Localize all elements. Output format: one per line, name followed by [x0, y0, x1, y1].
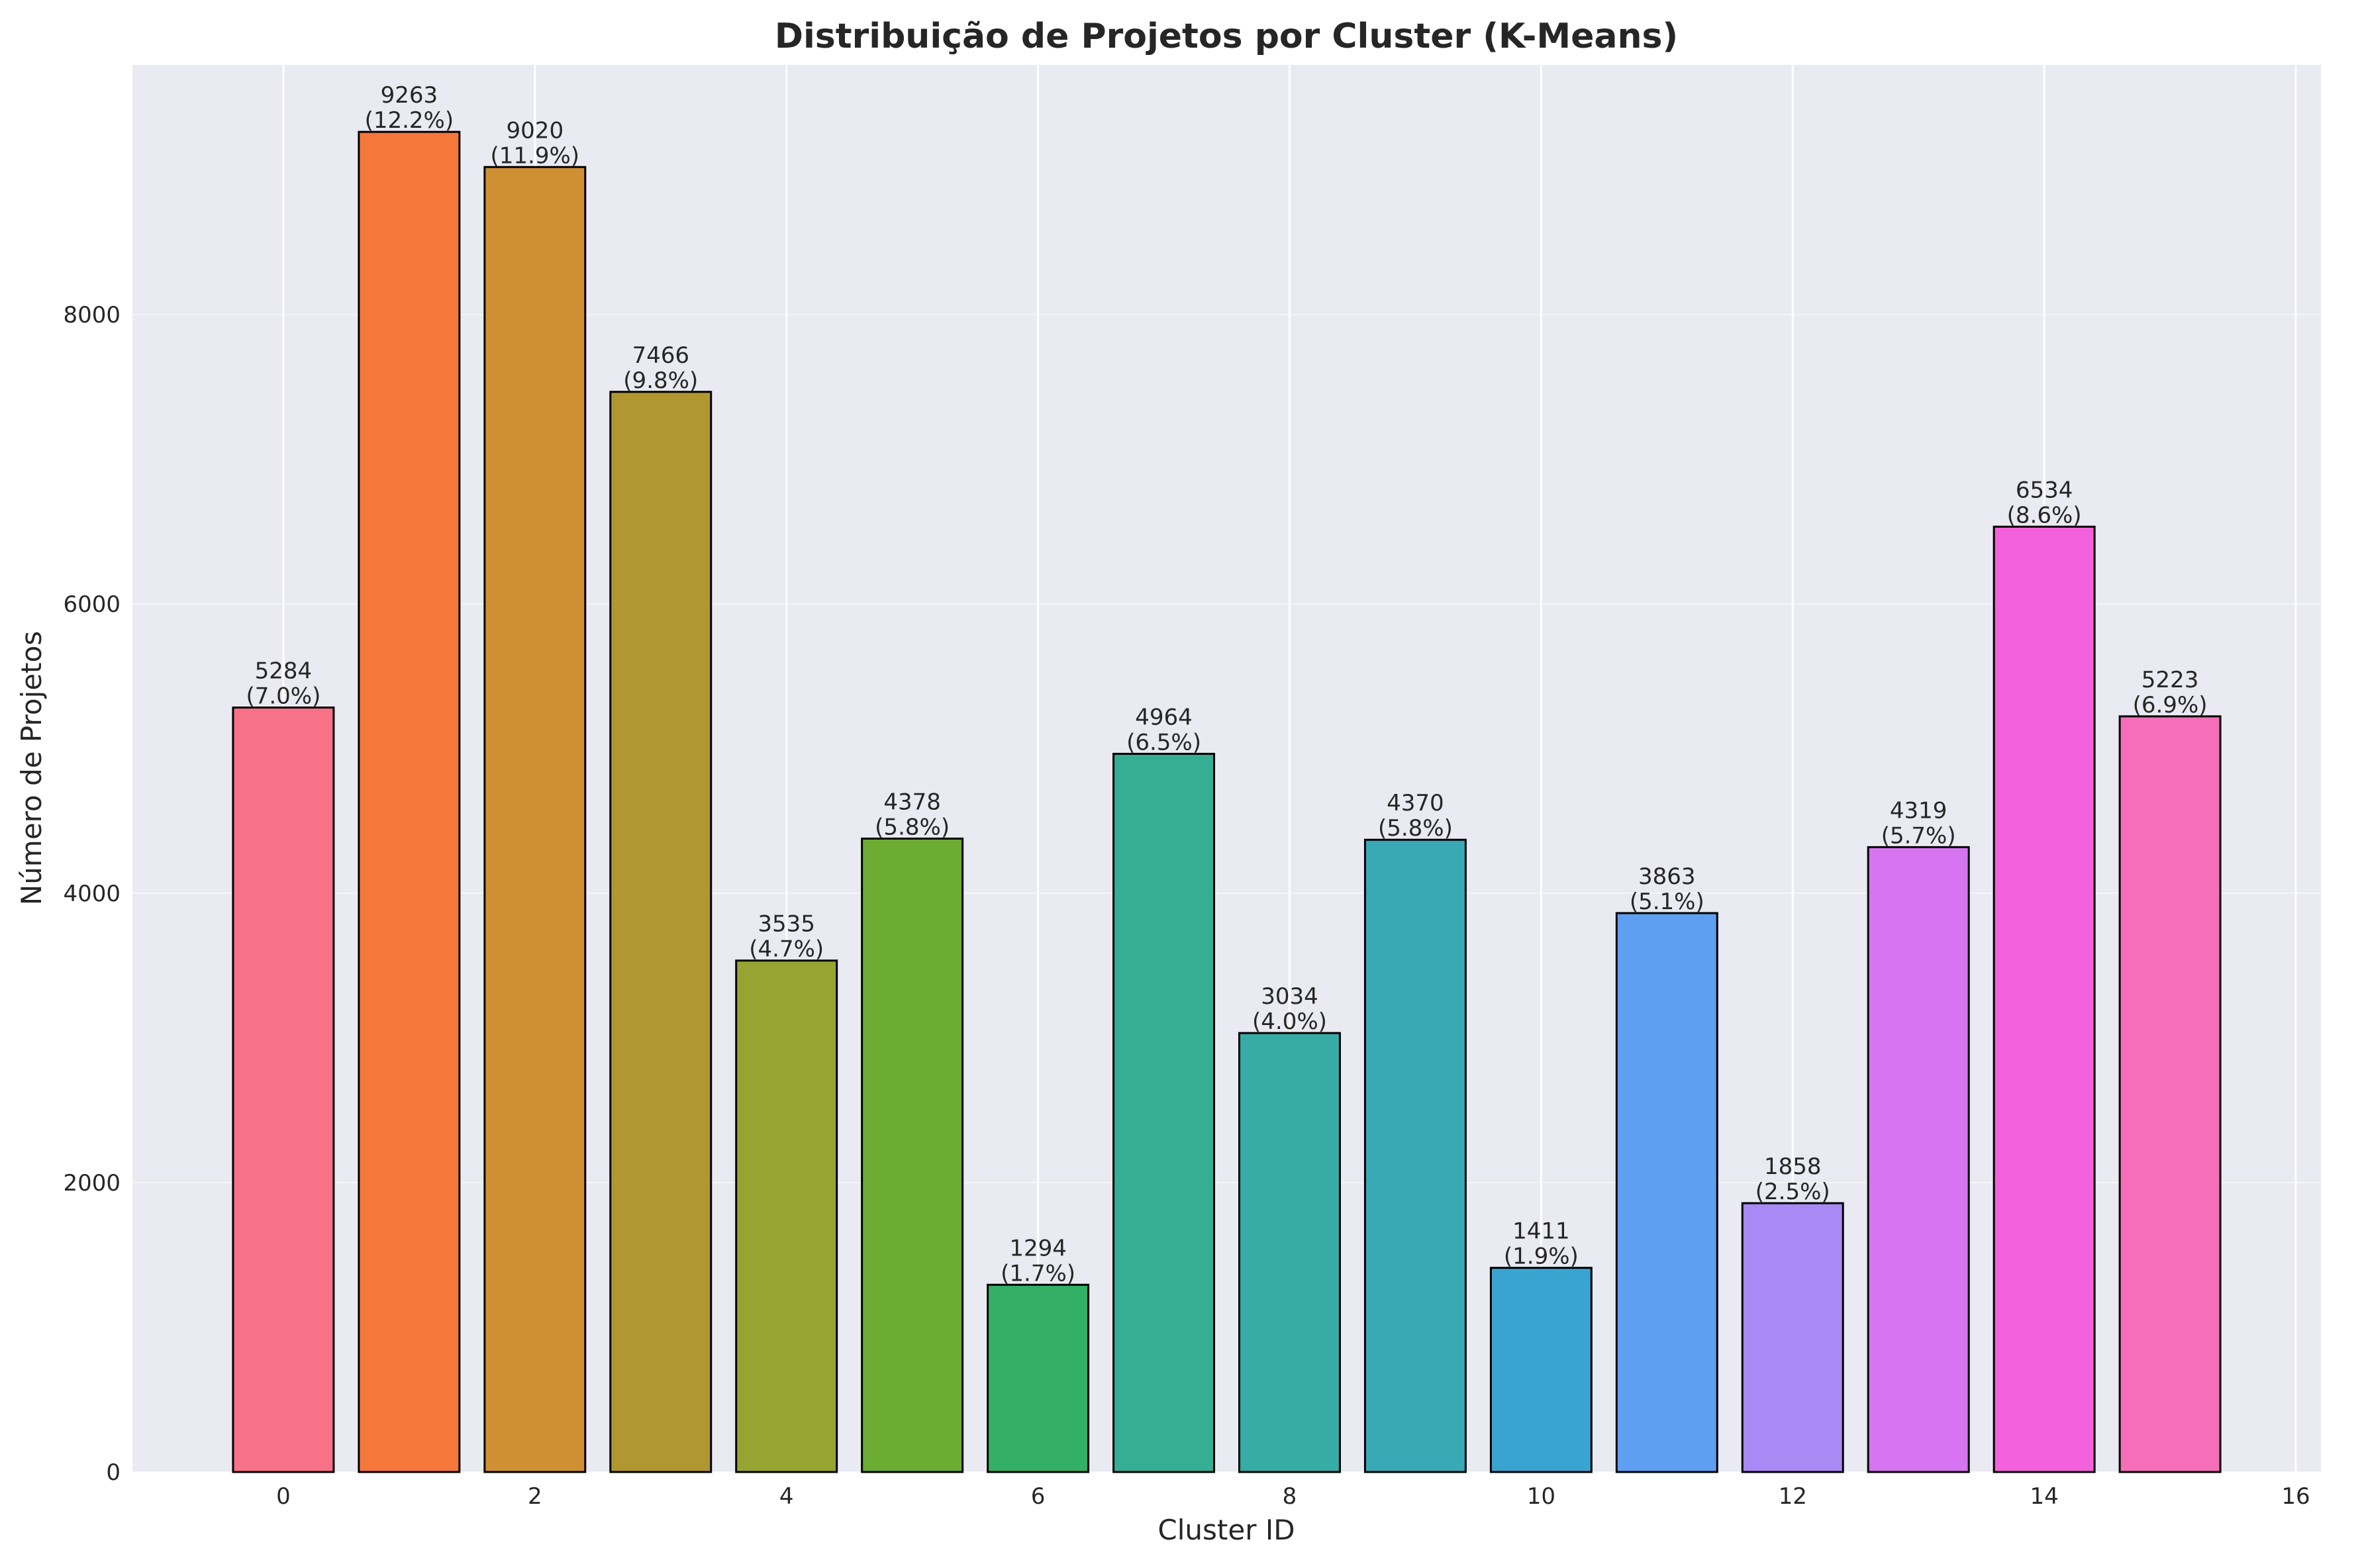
bar-cluster-7 — [1112, 752, 1216, 1473]
bar-cluster-8 — [1238, 1032, 1341, 1473]
x-tick-label: 16 — [2281, 1483, 2310, 1510]
bar-cluster-3 — [609, 391, 713, 1473]
value-label: 7466 — [632, 342, 689, 369]
bar-cluster-2 — [483, 166, 587, 1473]
x-tick-label: 2 — [528, 1483, 542, 1510]
value-label: 1858 — [1764, 1153, 1822, 1180]
percent-label: (11.9%) — [491, 142, 580, 169]
percent-label: (8.6%) — [2007, 502, 2082, 528]
value-label: 9263 — [381, 82, 438, 109]
x-tick-label: 4 — [779, 1483, 794, 1510]
percent-label: (1.7%) — [1001, 1260, 1075, 1287]
x-tick-label: 12 — [1779, 1483, 1807, 1510]
percent-label: (9.8%) — [623, 368, 698, 394]
bar-cluster-13 — [1867, 846, 1970, 1473]
percent-label: (5.7%) — [1881, 822, 1956, 849]
bar-cluster-11 — [1615, 912, 1718, 1473]
percent-label: (5.1%) — [1630, 889, 1704, 915]
data-labels: 5284(7.0%) 9263(12.2%) 9020(11.9%) 7466(9.8… — [246, 82, 2207, 1287]
y-tick-label: 6000 — [63, 591, 121, 618]
value-label: 3535 — [758, 911, 815, 938]
value-label: 6534 — [2016, 477, 2073, 503]
x-axis-ticks: 0 2 4 6 8 10 12 14 16 — [276, 1483, 2310, 1510]
y-tick-label: 0 — [106, 1459, 121, 1486]
y-tick-label: 8000 — [63, 302, 121, 328]
bar-cluster-12 — [1741, 1202, 1844, 1473]
percent-label: (6.5%) — [1126, 729, 1201, 756]
percent-label: (4.0%) — [1252, 1008, 1327, 1035]
y-tick-label: 4000 — [63, 881, 121, 907]
bar-cluster-14 — [1993, 525, 2096, 1473]
percent-label: (5.8%) — [1378, 815, 1453, 842]
value-label: 5223 — [2142, 667, 2199, 693]
percent-label: (2.5%) — [1755, 1179, 1830, 1205]
y-axis-ticks: 0 2000 4000 6000 8000 — [63, 302, 121, 1486]
x-axis-label: Cluster ID — [1157, 1514, 1295, 1546]
value-label: 1294 — [1009, 1235, 1067, 1261]
percent-label: (7.0%) — [246, 683, 320, 710]
bar-cluster-5 — [861, 837, 964, 1473]
bar-cluster-9 — [1363, 838, 1467, 1473]
value-label: 4370 — [1387, 790, 1444, 816]
value-label: 9020 — [507, 117, 564, 144]
x-tick-label: 10 — [1527, 1483, 1555, 1510]
bar-cluster-10 — [1489, 1267, 1593, 1473]
x-tick-label: 14 — [2030, 1483, 2058, 1510]
x-tick-label: 6 — [1031, 1483, 1046, 1510]
x-tick-label: 8 — [1283, 1483, 1297, 1510]
value-label: 1411 — [1512, 1218, 1570, 1245]
bar-cluster-4 — [735, 959, 838, 1473]
value-label: 4319 — [1890, 797, 1947, 824]
bar-cluster-0 — [232, 707, 335, 1473]
y-axis-label: Número de Projetos — [15, 631, 48, 905]
value-label: 3034 — [1261, 983, 1318, 1010]
bar-cluster-15 — [2118, 715, 2222, 1473]
bar-cluster-6 — [987, 1283, 1090, 1473]
percent-label: (12.2%) — [365, 107, 454, 134]
value-label: 5284 — [255, 658, 313, 685]
x-tick-label: 0 — [276, 1483, 291, 1510]
value-label: 4378 — [883, 789, 941, 815]
chart-title: Distribuição de Projetos por Cluster (K-… — [775, 17, 1678, 56]
percent-label: (1.9%) — [1504, 1244, 1579, 1270]
percent-label: (6.9%) — [2133, 692, 2208, 718]
y-tick-label: 2000 — [63, 1170, 121, 1197]
bars — [232, 130, 2222, 1473]
plot-area — [132, 65, 2321, 1472]
value-label: 4964 — [1135, 704, 1193, 730]
bar-cluster-1 — [358, 130, 461, 1473]
percent-label: (4.7%) — [749, 936, 824, 963]
percent-label: (5.8%) — [875, 814, 950, 840]
value-label: 3863 — [1638, 863, 1696, 890]
